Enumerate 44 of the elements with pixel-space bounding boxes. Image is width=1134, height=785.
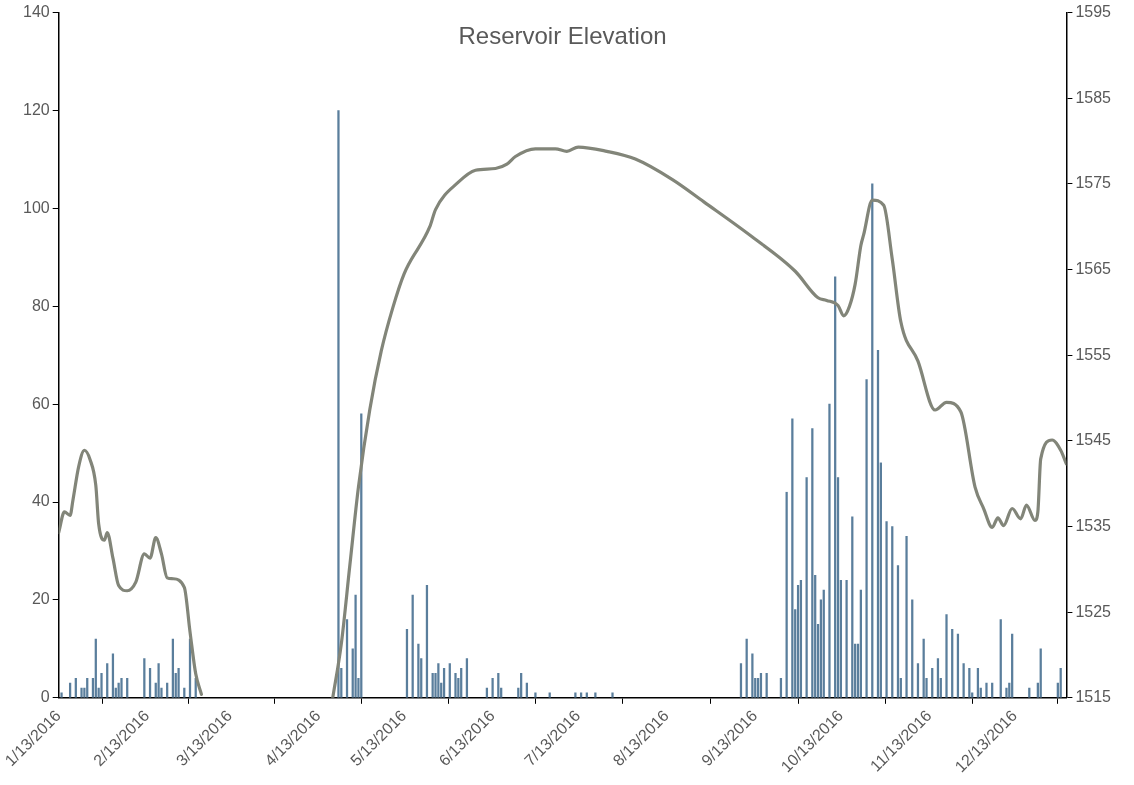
y2-tick-label: 1525 <box>1075 602 1112 620</box>
y2-tick-label: 1575 <box>1075 174 1112 192</box>
bar <box>454 673 457 698</box>
bar <box>945 614 948 698</box>
y2-tick-label: 1595 <box>1075 3 1112 21</box>
bar <box>177 668 180 698</box>
bar <box>985 682 988 698</box>
bar <box>354 594 357 698</box>
bar <box>437 663 440 698</box>
bar <box>885 521 888 698</box>
y-tick-label: 0 <box>40 688 50 706</box>
bar <box>80 687 83 698</box>
bar <box>828 403 831 698</box>
bar <box>611 692 614 698</box>
bar <box>905 535 908 698</box>
y2-tick-label: 1545 <box>1075 431 1112 449</box>
y2-tick-label: 1515 <box>1075 688 1112 706</box>
y-tick-label: 120 <box>22 100 50 118</box>
bar <box>491 677 494 698</box>
y2-tick-label: 1555 <box>1075 345 1112 363</box>
y-tick-label: 100 <box>22 198 50 216</box>
bar <box>865 379 868 698</box>
bar <box>751 653 754 698</box>
bar <box>845 580 848 698</box>
bar <box>337 110 340 698</box>
chart-title: Reservoir Elevation <box>458 22 667 50</box>
bar <box>417 643 420 698</box>
y2-tick-label: 1535 <box>1075 516 1112 534</box>
bar <box>157 663 160 698</box>
y-tick-label: 140 <box>22 3 50 21</box>
y-tick-label: 40 <box>31 492 50 510</box>
bar <box>120 677 123 698</box>
bar <box>1005 687 1008 698</box>
bar <box>805 477 808 698</box>
bar <box>574 692 577 698</box>
bar <box>534 692 537 698</box>
bar <box>594 692 597 698</box>
bar <box>100 673 103 698</box>
y2-tick-label: 1585 <box>1075 88 1112 106</box>
y-tick-label: 20 <box>31 590 50 608</box>
bar <box>60 692 63 698</box>
y2-tick-label: 1565 <box>1075 259 1112 277</box>
y-tick-label: 80 <box>31 296 50 314</box>
y-tick-label: 60 <box>31 394 50 412</box>
